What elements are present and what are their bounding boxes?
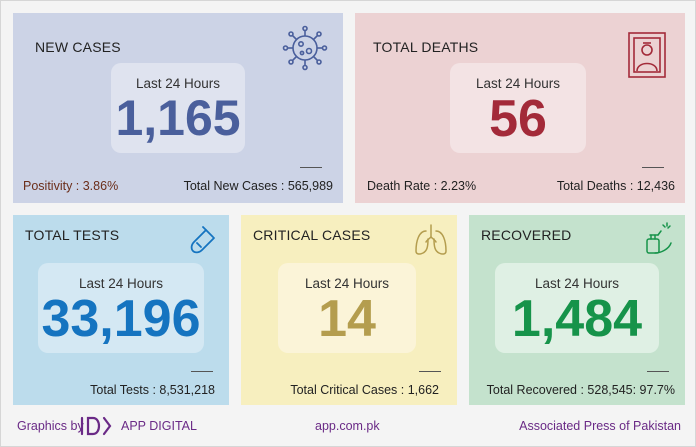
divider — [419, 371, 441, 372]
app-digital-brand: APP DIGITAL — [121, 419, 197, 433]
card-title: NEW CASES — [35, 39, 121, 55]
hand-sanitizer-icon — [646, 222, 672, 254]
new-cases-card: NEW CASES Last 24 Hours 1,165 Positiv — [13, 13, 343, 203]
positivity-stat: Positivity : 3.86% — [23, 179, 119, 193]
last-24-hours-box: Last 24 Hours 1,484 — [495, 263, 659, 353]
card-title: TOTAL TESTS — [25, 227, 120, 243]
lungs-icon — [415, 224, 447, 255]
last-24-hours-box: Last 24 Hours 1,165 — [111, 63, 245, 153]
period-label: Last 24 Hours — [475, 76, 561, 91]
virus-icon — [282, 25, 328, 71]
total-tests-stat: Total Tests : 8,531,218 — [90, 383, 215, 397]
tests-value: 33,196 — [41, 290, 201, 348]
period-label: Last 24 Hours — [534, 276, 620, 291]
period-label: Last 24 Hours — [78, 276, 164, 291]
divider — [647, 371, 669, 372]
critical-value: 14 — [318, 290, 376, 348]
divider — [642, 167, 664, 168]
critical-cases-card: CRITICAL CASES Last 24 Hours 14 Total Cr… — [241, 215, 457, 405]
total-deaths-card: TOTAL DEATHS Last 24 Hours 56 Death Rate… — [355, 13, 685, 203]
card-title: TOTAL DEATHS — [373, 39, 479, 55]
last-24-hours-box: Last 24 Hours 33,196 — [38, 263, 204, 353]
recovered-card: RECOVERED Last 24 Hours 1,484 Total Reco… — [469, 215, 685, 405]
card-title: RECOVERED — [481, 227, 572, 243]
total-deaths-stat: Total Deaths : 12,436 — [556, 179, 675, 193]
test-tube-icon — [190, 226, 215, 254]
divider — [300, 167, 322, 168]
last-24-hours-box: Last 24 Hours 56 — [450, 63, 586, 153]
deaths-value: 56 — [489, 90, 547, 148]
recovered-value: 1,484 — [511, 290, 643, 348]
total-critical-cases-stat: Total Critical Cases : 1,662 — [290, 383, 439, 397]
new-cases-value: 1,165 — [115, 90, 241, 146]
divider — [191, 371, 213, 372]
death-rate-stat: Death Rate : 2.23% — [367, 179, 477, 193]
graphics-by-label: Graphics by — [17, 419, 84, 433]
app-digital-logo-icon — [80, 416, 112, 436]
card-title: CRITICAL CASES — [253, 227, 371, 243]
total-tests-card: TOTAL TESTS Last 24 Hours 33,196 Total T… — [13, 215, 229, 405]
period-label: Last 24 Hours — [135, 76, 221, 91]
portrait-frame-icon — [628, 32, 666, 78]
total-new-cases-stat: Total New Cases : 565,989 — [183, 179, 333, 193]
total-recovered-stat: Total Recovered : 528,545: 97.7% — [486, 383, 675, 397]
website-link[interactable]: app.com.pk — [315, 419, 380, 433]
organization-name: Associated Press of Pakistan — [519, 419, 681, 433]
footer: Graphics by APP DIGITAL app.com.pk Assoc… — [1, 411, 696, 441]
period-label: Last 24 Hours — [304, 276, 390, 291]
last-24-hours-box: Last 24 Hours 14 — [278, 263, 416, 353]
